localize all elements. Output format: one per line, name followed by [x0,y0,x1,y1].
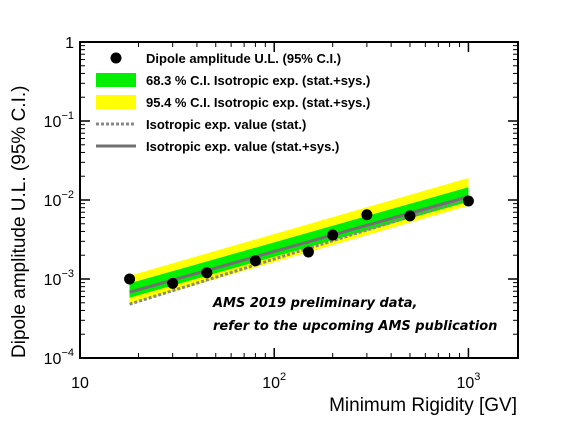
data-point [462,195,474,207]
legend-swatch-band-1 [96,95,136,109]
confidence-band-2 [129,187,469,298]
y-tick-label-4: 10−4 [44,347,74,368]
data-point [167,277,179,289]
data-point [249,255,261,267]
data-point [361,209,373,221]
x-tick-label-2: 103 [456,371,480,392]
legend-label-2: 95.4 % C.I. Isotropic exp. (stat.+sys.) [146,95,370,110]
ticks-layer: 10 102 103 1 10−1 10−2 10−3 10−4 [44,35,518,392]
annotation-line-2: refer to the upcoming AMS publication [213,319,497,334]
data-point [327,229,339,241]
x-tick-label-1: 102 [262,371,286,392]
x-tick-label-0: 10 [71,375,89,392]
y-tick-label-1: 10−1 [44,110,74,131]
data-point [124,273,136,285]
legend: Dipole amplitude U.L. (95% C.I.) 68.3 % C… [96,51,370,154]
annotation-line-1: AMS 2019 preliminary data, [212,296,417,311]
legend-label-3: Isotropic exp. value (stat.) [146,117,306,132]
legend-label-0: Dipole amplitude U.L. (95% C.I.) [146,51,341,66]
legend-label-4: Isotropic exp. value (stat.+sys.) [146,139,339,154]
data-point [404,210,416,222]
y-tick-label-3: 10−3 [44,268,74,289]
data-point [201,267,213,279]
legend-marker-data-points [110,52,122,64]
points-layer [124,195,474,289]
bands-layer [129,177,469,305]
x-axis-title: Minimum Rigidity [GV] [329,395,517,416]
expected-value-line-4 [129,195,469,294]
y-axis-title: Dipole amplitude U.L. (95% C.I.) [9,86,30,358]
data-point [302,246,314,258]
y-tick-label-2: 10−2 [44,189,74,210]
legend-label-1: 68.3 % C.I. Isotropic exp. (stat.+sys.) [146,73,370,88]
legend-swatch-band-2 [96,73,136,87]
y-tick-label-0: 1 [65,35,74,52]
